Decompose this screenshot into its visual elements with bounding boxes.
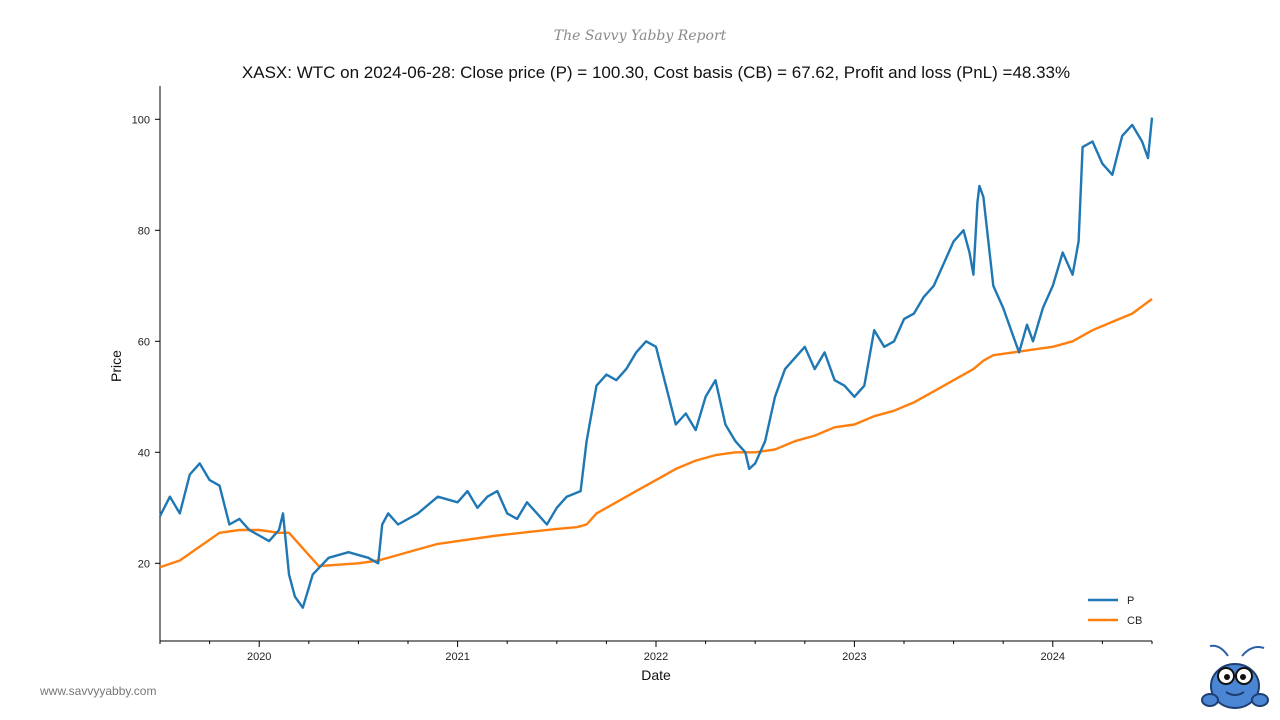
legend-label-p: P — [1127, 595, 1134, 607]
yabby-mascot-icon — [1201, 644, 1269, 709]
y-axis-label: Price — [108, 350, 124, 382]
legend-label-cb: CB — [1127, 615, 1142, 627]
legend: P CB — [1088, 595, 1142, 627]
y-tick-label: 20 — [138, 558, 150, 570]
plot-area: 20 40 60 80 100 2020 2021 2022 2023 2024 — [132, 86, 1154, 663]
y-tick-label: 100 — [132, 114, 150, 126]
y-tick-label: 80 — [138, 225, 150, 237]
y-axis-ticks: 20 40 60 80 100 — [132, 114, 160, 570]
x-tick-label: 2024 — [1041, 651, 1065, 663]
x-tick-label: 2020 — [247, 651, 271, 663]
x-tick-label: 2021 — [445, 651, 469, 663]
website-link[interactable]: www.savvyyabby.com — [40, 684, 157, 698]
x-axis-label: Date — [641, 667, 671, 683]
x-axis-ticks: 2020 2021 2022 2023 2024 — [159, 641, 1153, 663]
report-brand-title: The Savvy Yabby Report — [553, 28, 727, 44]
x-tick-label: 2023 — [842, 651, 866, 663]
y-tick-label: 60 — [138, 336, 150, 348]
series-line-cb — [159, 298, 1153, 569]
y-tick-label: 40 — [138, 447, 150, 459]
x-tick-label: 2022 — [644, 651, 668, 663]
series-layer — [158, 117, 1154, 609]
series-line-p — [158, 117, 1154, 609]
chart-title: XASX: WTC on 2024-06-28: Close price (P)… — [242, 63, 1070, 82]
